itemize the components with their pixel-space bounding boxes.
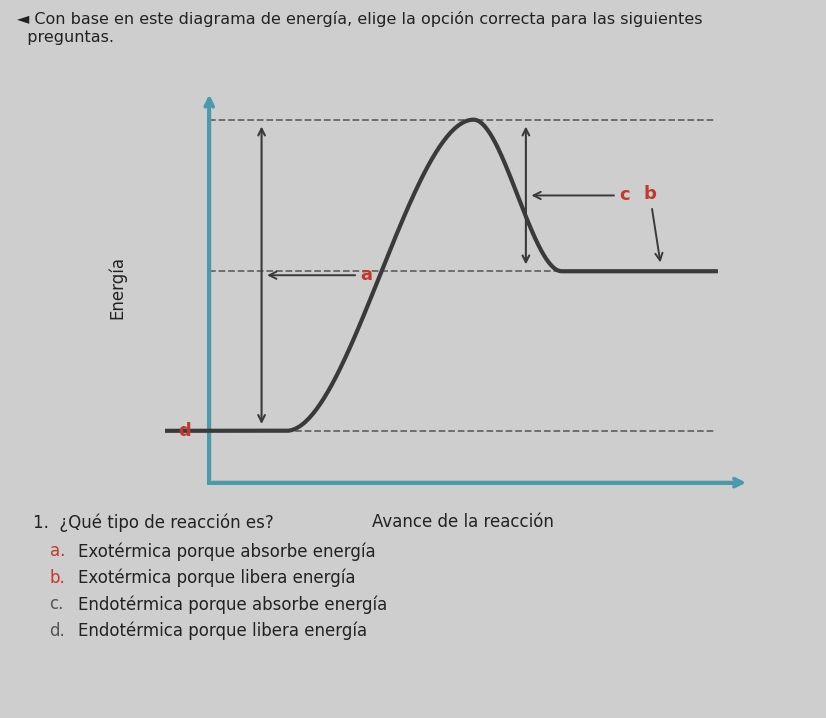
Text: a.: a. — [50, 542, 65, 560]
Text: Endotérmica porque libera energía: Endotérmica porque libera energía — [78, 622, 368, 640]
Text: Exotérmica porque libera energía: Exotérmica porque libera energía — [78, 569, 356, 587]
Text: c: c — [534, 187, 630, 205]
Text: 1.  ¿Qué tipo de reacción es?: 1. ¿Qué tipo de reacción es? — [33, 513, 273, 532]
Text: Endotérmica porque absorbe energía: Endotérmica porque absorbe energía — [78, 595, 387, 614]
Text: preguntas.: preguntas. — [17, 30, 113, 45]
Text: Energía: Energía — [108, 256, 127, 319]
Text: Avance de la reacción: Avance de la reacción — [372, 513, 553, 531]
Text: b.: b. — [50, 569, 65, 587]
Text: c.: c. — [50, 595, 64, 613]
Text: d: d — [178, 421, 191, 440]
Text: a: a — [269, 266, 373, 284]
Text: d.: d. — [50, 622, 65, 640]
Text: Exotérmica porque absorbe energía: Exotérmica porque absorbe energía — [78, 542, 376, 561]
Text: b: b — [643, 185, 662, 261]
Text: ◄ Con base en este diagrama de energía, elige la opción correcta para las siguie: ◄ Con base en este diagrama de energía, … — [17, 11, 702, 27]
